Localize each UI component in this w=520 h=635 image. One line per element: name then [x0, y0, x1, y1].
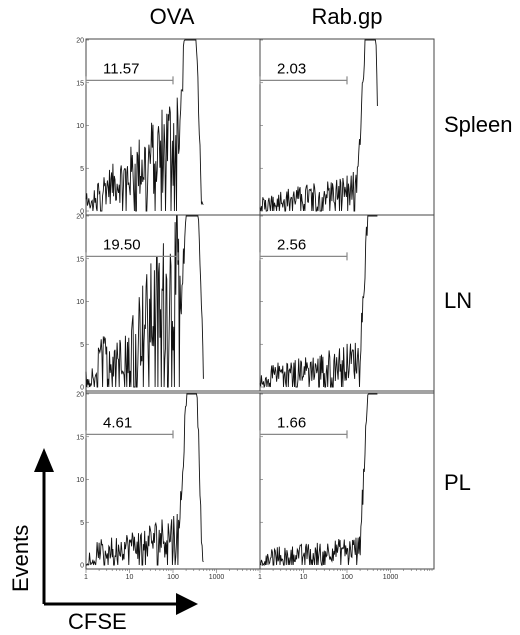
- panel-border: [259, 214, 435, 392]
- gate-percentage-label: 11.57: [103, 60, 139, 77]
- y-tick-label: 0: [80, 563, 84, 570]
- gate-percentage-label: 19.50: [103, 236, 141, 253]
- y-tick-label: 20: [76, 38, 84, 45]
- y-tick-label: 10: [76, 477, 84, 484]
- x-tick-label: 100: [341, 574, 353, 581]
- panel-spleen-ova: 0 5 10 15 20 11.57: [76, 38, 261, 216]
- histogram-trace: [85, 215, 204, 388]
- x-tick-label: 1000: [383, 574, 399, 581]
- y-tick-label: 20: [76, 392, 84, 399]
- y-tick-label: 20: [76, 214, 84, 221]
- y-axis-label-events: Events: [8, 525, 33, 592]
- x-axis-label-cfse: CFSE: [68, 609, 127, 634]
- y-tick-label: 15: [76, 256, 84, 263]
- y-tick-label: 0: [80, 385, 84, 392]
- x-tick-label: 100: [167, 574, 179, 581]
- x-tick-label: 10: [300, 574, 308, 581]
- y-tick-label: 0: [80, 209, 84, 216]
- x-tick-label: 1000: [209, 574, 225, 581]
- gate-percentage-label: 4.61: [103, 414, 132, 431]
- row-title-pl: PL: [444, 470, 471, 495]
- y-tick-label: 10: [76, 123, 84, 130]
- panel-ln-rabgp: 2.56: [259, 214, 435, 392]
- y-tick-label: 5: [80, 520, 84, 527]
- panel-spleen-rabgp: 2.03: [259, 38, 435, 216]
- gate-percentage-label: 1.66: [277, 414, 306, 431]
- y-tick-label: 10: [76, 299, 84, 306]
- y-tick-label: 15: [76, 434, 84, 441]
- events-axis-arrow: [34, 448, 54, 604]
- histogram-trace: [259, 215, 378, 389]
- histogram-trace: [260, 393, 378, 567]
- gate-percentage-label: 2.03: [277, 60, 306, 77]
- x-tick-label: 10: [126, 574, 134, 581]
- histogram-trace: [86, 393, 204, 566]
- column-title-rabgp: Rab.gp: [312, 4, 383, 29]
- row-title-ln: LN: [444, 288, 472, 313]
- gate-percentage-label: 2.56: [277, 236, 306, 253]
- y-tick-label: 5: [80, 342, 84, 349]
- histogram-trace: [259, 39, 378, 212]
- y-tick-label: 15: [76, 80, 84, 87]
- y-tick-label: 5: [80, 166, 84, 173]
- panel-pl-ova: 0 5 10 15 20 1 10 100 1000 4.61: [76, 392, 261, 581]
- row-title-spleen: Spleen: [444, 112, 513, 137]
- histogram-trace: [85, 39, 204, 212]
- x-tick-label: 1: [258, 574, 262, 581]
- panel-pl-rabgp: 1 10 100 1000 1.66: [258, 392, 435, 581]
- cfse-axis-arrow: [44, 593, 198, 615]
- x-tick-label: 1: [84, 574, 88, 581]
- histogram-panels: 0 5 10 15 20 11.57 2.03 0 5 10 15 20 19.50 2.56 0 5 10 15…: [76, 38, 435, 581]
- column-title-ova: OVA: [150, 4, 195, 29]
- panel-ln-ova: 0 5 10 15 20 19.50: [76, 214, 261, 392]
